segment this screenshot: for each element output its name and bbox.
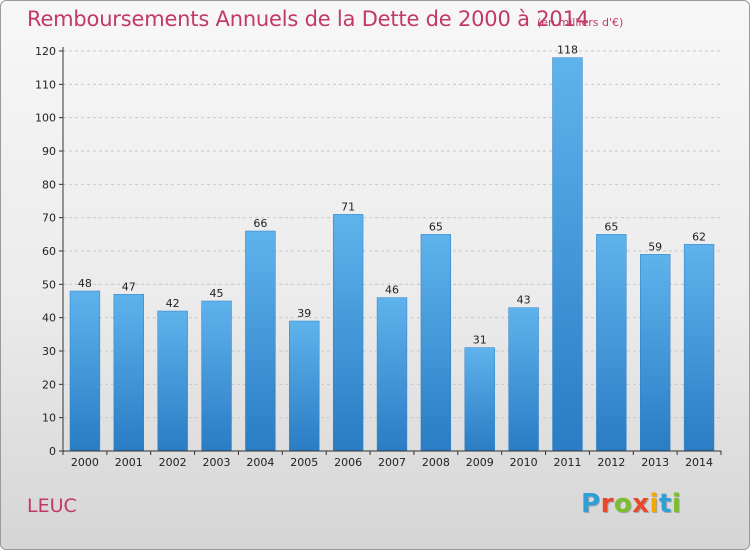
x-tick-label: 2014 (685, 456, 713, 469)
bar (508, 307, 539, 452)
value-label: 66 (253, 217, 267, 230)
logo-letter: x (632, 489, 650, 519)
logo-letter: o (613, 489, 633, 519)
logo-letter: P (581, 489, 601, 519)
bar (596, 234, 627, 452)
x-tick-label: 2000 (71, 456, 99, 469)
x-tick-label: 2004 (246, 456, 274, 469)
y-tick-label: 40 (42, 312, 56, 325)
chart-unit: (en milliers d'€) (537, 16, 624, 29)
proxiti-logo: Proxiti (581, 489, 681, 519)
bar (376, 297, 408, 452)
y-tick-label: 80 (42, 178, 56, 191)
value-label: 47 (122, 280, 136, 293)
x-tick-label: 2008 (422, 456, 450, 469)
y-tick-label: 30 (42, 345, 56, 358)
x-tick-label: 2005 (290, 456, 318, 469)
x-tick-label: 2003 (203, 456, 231, 469)
chart-title: Remboursements Annuels de la Dette de 20… (27, 7, 589, 31)
x-tick-label: 2013 (641, 456, 669, 469)
bar (289, 320, 320, 452)
bar (245, 230, 276, 452)
bar (332, 214, 364, 452)
y-tick-label: 120 (35, 45, 56, 58)
value-label: 59 (648, 240, 662, 253)
x-tick-label: 2011 (553, 456, 581, 469)
x-tick-label: 2006 (334, 456, 362, 469)
bar (464, 347, 495, 452)
bar (157, 310, 188, 452)
value-label: 39 (297, 307, 311, 320)
x-tick-label: 2012 (597, 456, 625, 469)
value-label: 43 (517, 294, 531, 307)
value-label: 48 (78, 277, 92, 290)
commune-name: LEUC (27, 495, 77, 517)
y-tick-label: 70 (42, 212, 56, 225)
x-tick-label: 2001 (115, 456, 143, 469)
bar (552, 57, 583, 452)
value-label: 62 (692, 230, 706, 243)
y-tick-label: 60 (42, 245, 56, 258)
bar (69, 290, 101, 452)
value-label: 65 (429, 220, 443, 233)
value-label: 31 (473, 334, 487, 347)
y-tick-label: 100 (35, 112, 56, 125)
value-label: 45 (210, 287, 224, 300)
value-label: 71 (341, 200, 355, 213)
logo-letter: i (649, 489, 659, 519)
logo-letter: t (658, 489, 672, 519)
logo-letter: i (671, 489, 682, 519)
x-tick-label: 2002 (159, 456, 187, 469)
logo-letter: r (600, 489, 614, 519)
bar (113, 294, 144, 452)
value-label: 46 (385, 284, 399, 297)
x-tick-label: 2009 (466, 456, 494, 469)
bar (640, 254, 671, 452)
value-label: 42 (166, 297, 180, 310)
value-label: 118 (557, 44, 578, 57)
x-tick-label: 2010 (510, 456, 538, 469)
y-tick-label: 110 (35, 78, 56, 91)
y-tick-label: 50 (42, 278, 56, 291)
y-tick-label: 10 (42, 412, 56, 425)
value-label: 65 (604, 220, 618, 233)
y-tick-label: 0 (49, 445, 56, 458)
y-tick-label: 20 (42, 378, 56, 391)
x-tick-label: 2007 (378, 456, 406, 469)
bar (201, 300, 232, 452)
bar (420, 234, 452, 452)
y-tick-label: 90 (42, 145, 56, 158)
bar (683, 244, 715, 452)
